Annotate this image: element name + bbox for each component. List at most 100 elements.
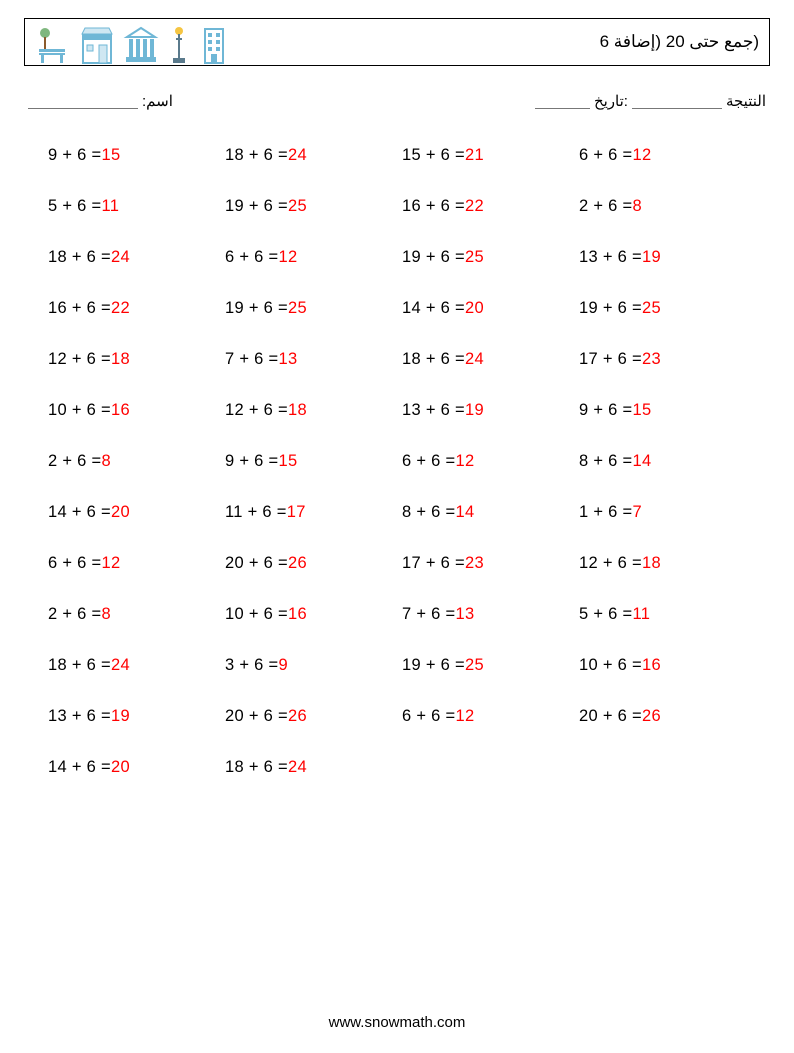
problem-expression: 6 + 6 = <box>579 146 632 165</box>
problem-answer: 25 <box>465 248 484 267</box>
problem-expression: 14 + 6 = <box>48 758 111 777</box>
problem-answer: 8 <box>101 605 110 624</box>
problem-answer: 7 <box>632 503 641 522</box>
problem-cell: 9 + 6 = 15 <box>48 130 215 181</box>
problem-answer: 20 <box>465 299 484 318</box>
problems-grid: 9 + 6 = 1518 + 6 = 2415 + 6 = 216 + 6 = … <box>24 130 770 793</box>
problem-answer: 25 <box>465 656 484 675</box>
problem-answer: 16 <box>642 656 661 675</box>
problem-cell: 6 + 6 = 12 <box>225 232 392 283</box>
problem-expression: 19 + 6 = <box>225 197 288 216</box>
problem-cell: 19 + 6 = 25 <box>225 181 392 232</box>
problem-cell: 11 + 6 = 17 <box>225 487 392 538</box>
problem-cell: 18 + 6 = 24 <box>402 334 569 385</box>
problem-answer: 18 <box>642 554 661 573</box>
problem-answer: 12 <box>455 452 474 471</box>
problem-expression: 19 + 6 = <box>402 248 465 267</box>
problem-cell: 13 + 6 = 19 <box>579 232 746 283</box>
problem-cell: 18 + 6 = 24 <box>48 640 215 691</box>
problem-answer: 19 <box>642 248 661 267</box>
problem-answer: 23 <box>465 554 484 573</box>
problem-expression: 7 + 6 = <box>402 605 455 624</box>
problem-expression: 13 + 6 = <box>579 248 642 267</box>
problem-cell: 18 + 6 = 24 <box>48 232 215 283</box>
problem-expression: 2 + 6 = <box>579 197 632 216</box>
problem-expression: 12 + 6 = <box>579 554 642 573</box>
problem-expression: 16 + 6 = <box>48 299 111 318</box>
problem-answer: 18 <box>111 350 130 369</box>
problem-answer: 26 <box>288 554 307 573</box>
problem-answer: 23 <box>642 350 661 369</box>
problem-cell: 7 + 6 = 13 <box>225 334 392 385</box>
problem-answer: 22 <box>111 299 130 318</box>
office-building-icon <box>199 25 229 65</box>
problem-expression: 7 + 6 = <box>225 350 278 369</box>
problem-cell: 12 + 6 = 18 <box>225 385 392 436</box>
problem-answer: 12 <box>455 707 474 726</box>
problem-cell: 12 + 6 = 18 <box>579 538 746 589</box>
problem-cell: 3 + 6 = 9 <box>225 640 392 691</box>
problem-expression: 9 + 6 = <box>225 452 278 471</box>
problem-expression: 14 + 6 = <box>48 503 111 522</box>
problem-cell: 14 + 6 = 20 <box>48 487 215 538</box>
problem-expression: 17 + 6 = <box>402 554 465 573</box>
problem-answer: 25 <box>288 299 307 318</box>
score-blank-line <box>632 94 722 109</box>
problem-answer: 26 <box>642 707 661 726</box>
problem-answer: 12 <box>101 554 120 573</box>
problem-expression: 19 + 6 = <box>402 656 465 675</box>
problem-answer: 20 <box>111 758 130 777</box>
name-label: اسم: <box>142 92 173 110</box>
problem-cell: 2 + 6 = 8 <box>48 589 215 640</box>
worksheet-title: (جمع حتى 20 (إضافة 6 <box>600 32 759 52</box>
problem-answer: 15 <box>632 401 651 420</box>
problem-answer: 17 <box>287 503 306 522</box>
problem-cell: 14 + 6 = 20 <box>402 283 569 334</box>
problem-answer: 8 <box>101 452 110 471</box>
problem-cell: 5 + 6 = 11 <box>48 181 215 232</box>
problem-expression: 18 + 6 = <box>48 656 111 675</box>
problem-expression: 17 + 6 = <box>579 350 642 369</box>
problem-answer: 25 <box>288 197 307 216</box>
problem-cell: 13 + 6 = 19 <box>48 691 215 742</box>
problem-answer: 12 <box>632 146 651 165</box>
problem-answer: 16 <box>111 401 130 420</box>
problem-cell: 9 + 6 = 15 <box>579 385 746 436</box>
problem-expression: 19 + 6 = <box>579 299 642 318</box>
problem-expression: 18 + 6 = <box>225 758 288 777</box>
footer-credit: www.snowmath.com <box>0 1014 794 1031</box>
problem-cell: 2 + 6 = 8 <box>48 436 215 487</box>
problem-cell: 7 + 6 = 13 <box>402 589 569 640</box>
problem-expression: 9 + 6 = <box>48 146 101 165</box>
problem-cell: 19 + 6 = 25 <box>579 283 746 334</box>
problem-answer: 13 <box>455 605 474 624</box>
problem-answer: 25 <box>642 299 661 318</box>
problem-cell: 5 + 6 = 11 <box>579 589 746 640</box>
problem-expression: 20 + 6 = <box>225 707 288 726</box>
score-date-group: النتيجة :تاريخ <box>535 92 766 110</box>
problem-cell: 20 + 6 = 26 <box>225 538 392 589</box>
problem-answer: 11 <box>632 605 650 624</box>
problem-answer: 14 <box>632 452 651 471</box>
problem-answer: 24 <box>288 758 307 777</box>
date-blank-line <box>535 94 590 109</box>
problem-cell: 13 + 6 = 19 <box>402 385 569 436</box>
problem-answer: 13 <box>278 350 297 369</box>
problem-answer: 9 <box>278 656 287 675</box>
problem-expression: 5 + 6 = <box>579 605 632 624</box>
problem-expression: 14 + 6 = <box>402 299 465 318</box>
bank-building-icon <box>123 25 159 65</box>
problem-expression: 6 + 6 = <box>225 248 278 267</box>
problem-cell: 18 + 6 = 24 <box>225 742 392 793</box>
problem-expression: 10 + 6 = <box>48 401 111 420</box>
street-lamp-icon <box>167 25 191 65</box>
problem-expression: 8 + 6 = <box>579 452 632 471</box>
problem-cell: 12 + 6 = 18 <box>48 334 215 385</box>
problem-cell: 16 + 6 = 22 <box>48 283 215 334</box>
problem-expression: 19 + 6 = <box>225 299 288 318</box>
problem-expression: 5 + 6 = <box>48 197 101 216</box>
problem-cell: 6 + 6 = 12 <box>402 436 569 487</box>
problem-cell: 17 + 6 = 23 <box>402 538 569 589</box>
problem-answer: 24 <box>288 146 307 165</box>
problem-cell: 8 + 6 = 14 <box>579 436 746 487</box>
